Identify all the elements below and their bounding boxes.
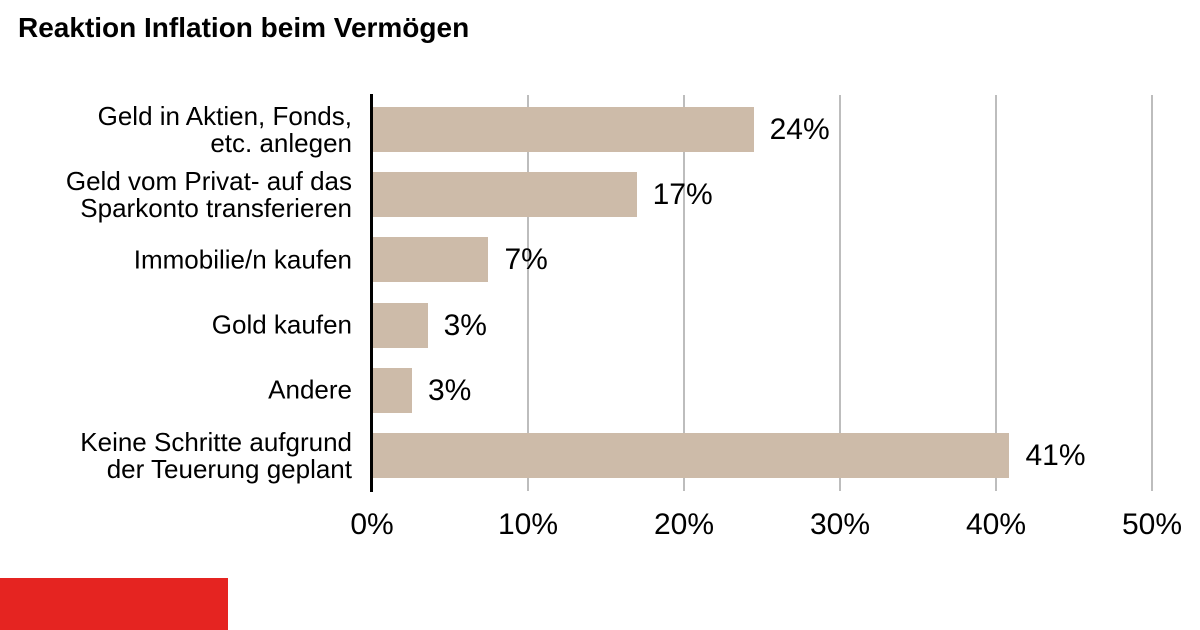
x-tick-label: 0% — [350, 508, 394, 541]
category-label: Geld in Aktien, Fonds, etc. anlegen — [97, 100, 352, 158]
value-label: 3% — [443, 308, 487, 342]
gridline-30% — [839, 95, 841, 491]
bar — [373, 367, 412, 413]
y-axis-zero-line — [370, 94, 373, 492]
value-label: 17% — [652, 178, 713, 212]
bar — [373, 433, 1010, 478]
gridline-20% — [683, 95, 685, 491]
x-tick-label: 30% — [809, 508, 871, 541]
gridline-40% — [995, 95, 997, 491]
bar — [373, 237, 489, 283]
x-tick-label: 50% — [1121, 508, 1183, 541]
category-label: Gold kaufen — [211, 309, 352, 340]
value-label: 41% — [1025, 439, 1086, 472]
category-label: Keine Schritte aufgrund der Teuerung gep… — [80, 426, 352, 484]
value-label: 7% — [504, 243, 548, 277]
gridline-50% — [1151, 95, 1153, 491]
chart-title: Reaktion Inflation beim Vermögen — [18, 12, 470, 43]
bar — [373, 302, 428, 348]
value-label: 3% — [428, 373, 472, 407]
category-label: Immobilie/n kaufen — [133, 244, 352, 275]
bar — [373, 172, 637, 218]
x-tick-label: 10% — [497, 508, 559, 541]
value-label: 24% — [769, 113, 830, 146]
bar — [373, 107, 754, 152]
x-tick-label: 40% — [965, 508, 1027, 541]
gridline-10% — [527, 95, 529, 491]
category-label: Geld vom Privat- auf das Sparkonto trans… — [65, 165, 352, 223]
category-label: Andere — [268, 374, 352, 405]
x-tick-label: 20% — [653, 508, 715, 541]
brand-logo-block — [0, 578, 228, 630]
